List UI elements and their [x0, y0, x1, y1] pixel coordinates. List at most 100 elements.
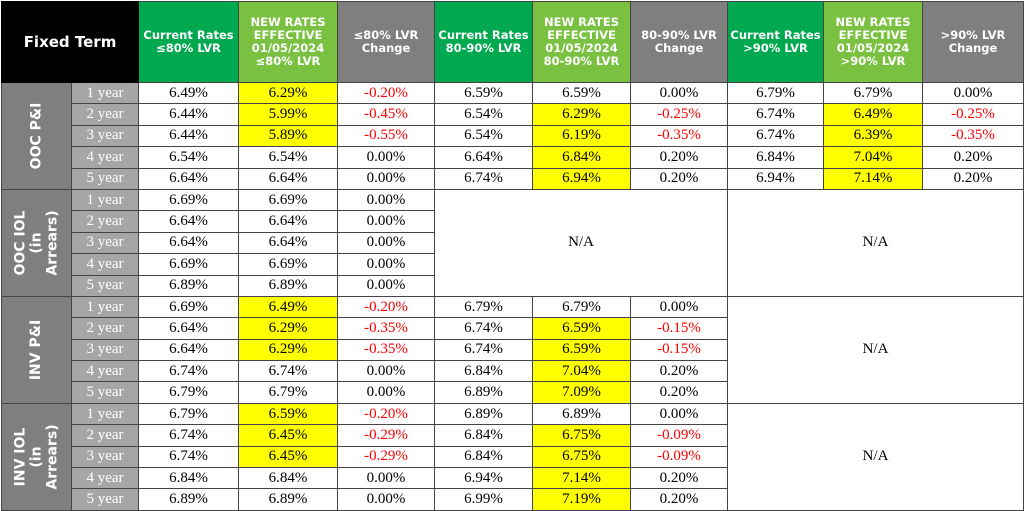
table-row: 3 year 6.64% 6.29% -0.35% 6.74% 6.59% -0.15% — [2, 338, 1024, 362]
term-cell: 5 year — [70, 488, 140, 511]
row-group-text: OOC IOL (in Arrears) — [12, 210, 61, 276]
table-row: 4 year 6.84% 6.84% 0.00% 6.94% 7.14% 0.20% — [2, 467, 1024, 490]
current-rate-cell: 6.64% — [138, 338, 240, 362]
new-rate-cell: 6.29% — [532, 103, 632, 126]
current-rate-cell: 6.84% — [434, 360, 534, 383]
table-row: OOC IOL (in Arrears) 1 year 6.69% 6.69% 0.00… — [1, 188, 1024, 297]
current-rate-cell: 6.74% — [434, 338, 534, 362]
not-applicable-cell: N/A — [434, 188, 729, 297]
term-cell: 4 year — [70, 360, 140, 383]
rate-change-cell: 0.00% — [630, 81, 729, 105]
current-rate-cell: 6.84% — [138, 467, 240, 490]
rate-change-cell: -0.25% — [630, 103, 729, 126]
row-group-text: INV P&I — [28, 319, 45, 381]
rate-change-cell: -0.15% — [630, 317, 729, 340]
current-rate-cell: 6.84% — [727, 146, 825, 169]
term-cell: 2 year — [70, 317, 140, 340]
rate-change-cell: 0.20% — [630, 167, 729, 190]
rate-change-cell: -0.35% — [337, 338, 436, 362]
rate-change-cell: 0.20% — [630, 381, 729, 404]
new-rate-cell: 6.79% — [823, 81, 924, 105]
new-rate-cell: 6.45% — [238, 424, 339, 447]
new-rate-cell: 7.14% — [823, 167, 924, 190]
header-change-80-90: 80-90% LVR Change — [630, 1, 729, 83]
table-row: 5 year 6.64% 6.64% 0.00% 6.74% 6.94% 0.20% 6.94… — [2, 167, 1024, 190]
rate-change-cell: 0.20% — [922, 167, 1024, 190]
term-cell: 4 year — [70, 253, 140, 276]
current-rate-cell: 6.59% — [434, 81, 534, 105]
table-row: INV IOL (in Arrears) 1 year 6.79% 6.59% -0.2… — [1, 402, 1024, 511]
rate-change-cell: 0.00% — [337, 167, 436, 190]
term-cell: 3 year — [70, 231, 140, 255]
new-rate-cell: 7.14% — [532, 467, 632, 490]
table-row: 3 year 6.44% 5.89% -0.55% 6.54% 6.19% -0.35% 6.… — [2, 124, 1024, 148]
rate-change-cell: -0.35% — [630, 124, 729, 148]
rate-change-cell: 0.00% — [630, 402, 729, 426]
header-new-90: NEW RATES EFFECTIVE 01/05/2024 >90% LVR — [823, 1, 924, 83]
current-rate-cell: 6.89% — [434, 402, 534, 426]
current-rate-cell: 6.89% — [138, 488, 240, 511]
new-rate-cell: 6.84% — [532, 146, 632, 169]
term-cell: 5 year — [70, 167, 140, 190]
table-row: 2 year 6.64% 6.64% 0.00% — [2, 210, 1024, 233]
rate-change-cell: -0.25% — [922, 103, 1024, 126]
header-new-80-90: NEW RATES EFFECTIVE 01/05/2024 80-90% LV… — [532, 1, 632, 83]
header-current-90: Current Rates >90% LVR — [727, 1, 825, 83]
table-row: 4 year 6.54% 6.54% 0.00% 6.64% 6.84% 0.20% 6.84… — [2, 146, 1024, 169]
term-cell: 1 year — [70, 81, 140, 105]
term-cell: 4 year — [70, 146, 140, 169]
new-rate-cell: 6.89% — [238, 274, 339, 297]
current-rate-cell: 6.89% — [434, 381, 534, 404]
new-rate-cell: 6.64% — [238, 167, 339, 190]
current-rate-cell: 6.64% — [138, 317, 240, 340]
new-rate-cell: 6.74% — [238, 360, 339, 383]
new-rate-cell: 6.49% — [238, 295, 339, 319]
rate-change-cell: 0.00% — [337, 360, 436, 383]
current-rate-cell: 6.64% — [138, 167, 240, 190]
term-cell: 1 year — [70, 295, 140, 319]
table-row: 2 year 6.44% 5.99% -0.45% 6.54% 6.29% -0.25% 6.… — [2, 103, 1024, 126]
new-rate-cell: 7.19% — [532, 488, 632, 511]
rate-change-cell: 0.00% — [337, 274, 436, 297]
current-rate-cell: 6.89% — [138, 274, 240, 297]
current-rate-cell: 6.74% — [138, 445, 240, 469]
rate-change-cell: -0.20% — [337, 295, 436, 319]
row-group-label: OOC P&I — [1, 82, 72, 190]
current-rate-cell: 6.64% — [138, 210, 240, 233]
rate-change-cell: -0.55% — [337, 124, 436, 148]
table-row: OOC P&I 1 year 6.49% 6.29% -0.20% 6.59% 6.59% 0… — [1, 81, 1024, 190]
table-row: 4 year 6.69% 6.69% 0.00% — [2, 253, 1024, 276]
new-rate-cell: 6.84% — [238, 467, 339, 490]
new-rate-cell: 6.49% — [823, 103, 924, 126]
not-applicable-cell: N/A — [727, 188, 1024, 297]
header-change-90: >90% LVR Change — [922, 1, 1024, 83]
term-cell: 2 year — [70, 424, 140, 447]
new-rate-cell: 6.29% — [238, 317, 339, 340]
fixed-term-header: Fixed Term — [0, 1, 140, 83]
new-rate-cell: 7.09% — [532, 381, 632, 404]
current-rate-cell: 6.64% — [434, 146, 534, 169]
rate-change-cell: -0.45% — [337, 103, 436, 126]
term-cell: 2 year — [70, 210, 140, 233]
new-rate-cell: 6.54% — [238, 146, 339, 169]
new-rate-cell: 6.39% — [823, 124, 924, 148]
new-rate-cell: 6.79% — [238, 381, 339, 404]
current-rate-cell: 6.84% — [434, 424, 534, 447]
rate-change-cell: -0.09% — [630, 424, 729, 447]
current-rate-cell: 6.74% — [434, 317, 534, 340]
new-rate-cell: 6.69% — [238, 188, 339, 212]
rate-change-cell: 0.00% — [337, 146, 436, 169]
header-current-80: Current Rates ≤80% LVR — [138, 1, 240, 83]
current-rate-cell: 6.74% — [138, 424, 240, 447]
new-rate-cell: 6.75% — [532, 424, 632, 447]
new-rate-cell: 7.04% — [532, 360, 632, 383]
current-rate-cell: 6.74% — [138, 360, 240, 383]
new-rate-cell: 5.99% — [238, 103, 339, 126]
new-rate-cell: 5.89% — [238, 124, 339, 148]
table-row: INV P&I 1 year 6.69% 6.49% -0.20% 6.79% 6.79% 0… — [1, 295, 1024, 404]
rate-change-cell: -0.09% — [630, 445, 729, 469]
new-rate-cell: 7.04% — [823, 146, 924, 169]
current-rate-cell: 6.79% — [727, 81, 825, 105]
rate-change-cell: 0.20% — [630, 467, 729, 490]
